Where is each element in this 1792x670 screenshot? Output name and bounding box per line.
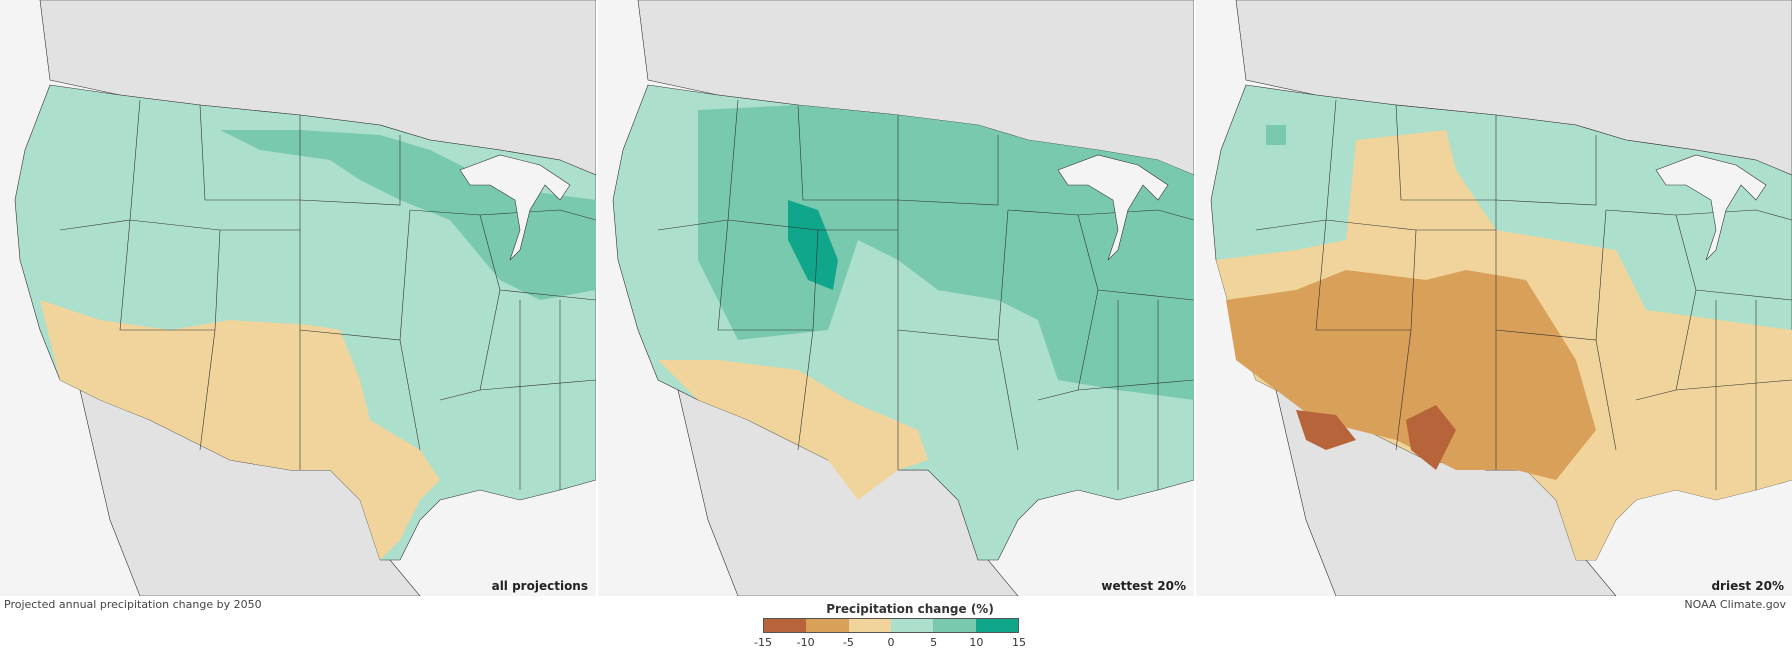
legend-swatch [806, 619, 849, 632]
credit-text: NOAA Climate.gov [1684, 598, 1786, 611]
map-panel-driest-20: driest 20% [1196, 0, 1792, 596]
wet-strong-wyoming [788, 200, 838, 290]
map-all-projections [14, 0, 596, 596]
state-lines [59, 99, 596, 490]
map-wettest-20 [612, 0, 1194, 596]
state-lines [657, 99, 1194, 490]
legend-tick-label: 0 [887, 636, 895, 649]
panel-label-driest-20: driest 20% [1711, 579, 1784, 593]
legend-color-bar [763, 618, 1019, 633]
legend-tick-label: 10 [969, 636, 984, 649]
legend-tick-label: 15 [1012, 636, 1026, 649]
map-panel-wettest-20: wettest 20% [598, 0, 1194, 596]
legend-tick-label: -15 [754, 636, 772, 649]
panel-label-all-projections: all projections [491, 579, 588, 593]
great-lakes [459, 154, 571, 261]
state-lines [1255, 99, 1792, 490]
dry-moderate-region [1226, 270, 1596, 480]
dry-slight-south [658, 360, 928, 500]
legend-swatch [890, 619, 934, 632]
map-panel-all-projections: all projections [0, 0, 596, 596]
legend-tick-label: -5 [842, 636, 854, 649]
legend-ticks: -15 -10 -5 0 5 10 15 [754, 634, 1026, 654]
legend-title: Precipitation change (%) [826, 602, 994, 616]
dry-strong-region [1296, 405, 1456, 470]
map-caption: Projected annual precipitation change by… [4, 598, 262, 611]
map-driest-20 [1210, 0, 1792, 596]
great-lakes [1057, 154, 1169, 261]
legend-swatch [764, 619, 807, 632]
legend-swatch [975, 619, 1018, 632]
great-lakes [1655, 154, 1767, 261]
panel-label-wettest-20: wettest 20% [1101, 579, 1186, 593]
legend-tick-label: 5 [930, 636, 938, 649]
dry-slight-southwest [40, 300, 440, 560]
wet-moderate-north [220, 130, 596, 300]
legend-swatch [848, 619, 891, 632]
legend-swatch [933, 619, 976, 632]
wet-moderate-washington [1266, 125, 1286, 145]
legend-tick-label: -10 [796, 636, 815, 649]
